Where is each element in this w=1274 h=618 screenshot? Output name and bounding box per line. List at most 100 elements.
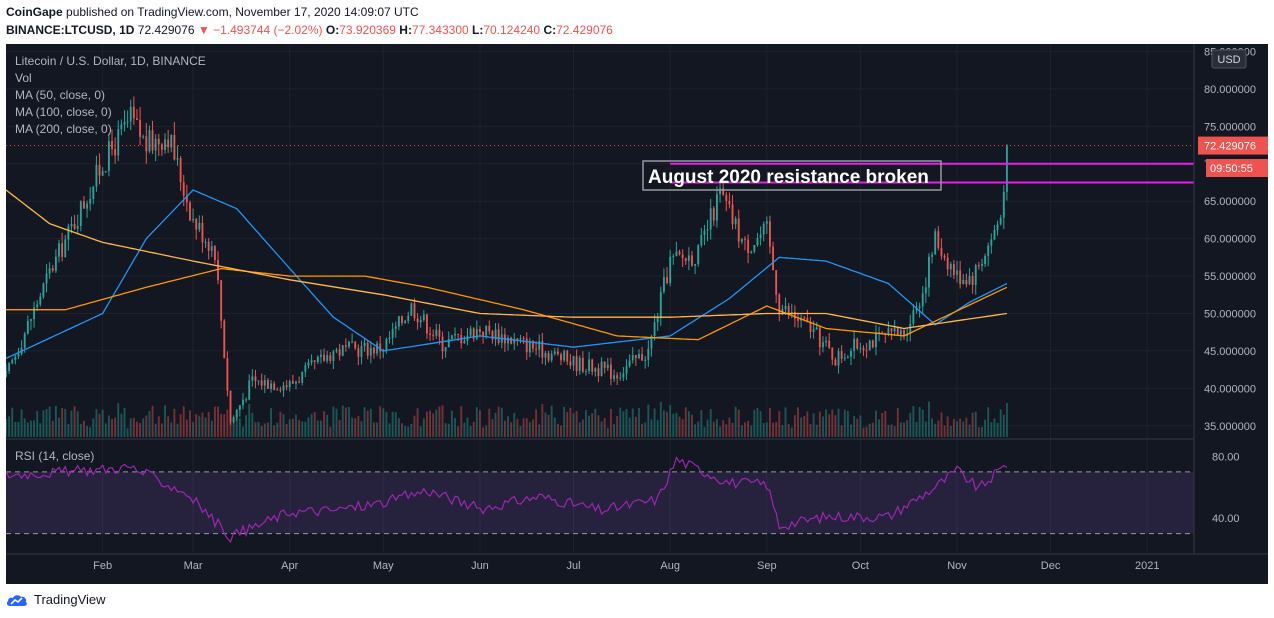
publisher-name[interactable]: CoinGape (6, 5, 63, 19)
tradingview-logo[interactable]: TradingView (6, 592, 106, 607)
candle-body (485, 325, 488, 336)
candle-body (946, 257, 949, 270)
candle-body (815, 327, 818, 330)
volume-bar (154, 423, 157, 437)
volume-bar (198, 415, 201, 437)
volume-bar (759, 411, 762, 437)
volume-bar (245, 415, 248, 437)
candle-body (928, 256, 930, 288)
candle-body (285, 385, 288, 388)
candle-body (818, 327, 821, 348)
volume-bar (937, 420, 940, 437)
candle-body (825, 340, 827, 343)
candle-body (871, 340, 874, 348)
volume-bar (653, 408, 656, 437)
candle-body (638, 354, 640, 359)
volume-bar (422, 418, 425, 437)
candle-body (288, 381, 291, 388)
volume-bar (631, 408, 634, 437)
candle-body (1005, 145, 1008, 192)
volume-bar (307, 417, 310, 437)
candle-body (507, 337, 509, 344)
volume-bar (447, 423, 450, 437)
candle-body (772, 246, 774, 271)
volume-bar (288, 419, 291, 437)
candle-body (625, 366, 628, 374)
candle-body (58, 243, 60, 257)
candle-body (784, 306, 787, 310)
volume-bar (454, 418, 456, 437)
candle-body (201, 222, 204, 243)
candle-body (295, 381, 297, 384)
volume-bar (949, 426, 952, 437)
candle-body (684, 258, 687, 261)
candle-body (850, 351, 852, 357)
candle-body (229, 390, 232, 423)
volume-bar (541, 404, 544, 437)
volume-bar (594, 408, 597, 437)
candle-body (887, 328, 890, 336)
candle-body (765, 221, 768, 224)
candle-body (341, 345, 344, 356)
candle-body (984, 255, 987, 264)
candle-body (687, 255, 690, 261)
volume-bar (111, 419, 113, 437)
volume-bar (279, 411, 282, 437)
candle-body (899, 330, 902, 335)
candle-body (223, 320, 226, 359)
candle-body (641, 354, 644, 361)
candle-body (323, 354, 325, 361)
candle-body (463, 340, 466, 344)
rsi-line (6, 456, 1008, 544)
volume-bar (943, 425, 946, 437)
candle-body (812, 329, 815, 332)
volume-bar (856, 418, 859, 437)
candle-body (469, 328, 472, 336)
ohlc-line: BINANCE:LTCUSD, 1D 72.429076 ▼ −1.493744… (6, 23, 613, 37)
volume-bar (70, 410, 73, 437)
volume-bar (700, 410, 703, 437)
candle-body (104, 171, 107, 173)
volume-bar (834, 415, 837, 437)
volume-bar (360, 421, 363, 437)
volume-bar (173, 408, 176, 437)
volume-bar (591, 413, 594, 437)
candle-body (616, 375, 619, 379)
volume-bar (132, 417, 135, 437)
volume-bar (709, 409, 712, 437)
currency-badge-bg[interactable] (1211, 49, 1247, 69)
candle-body (672, 256, 675, 258)
volume-bar (20, 409, 23, 437)
candle-body (934, 231, 937, 255)
candle-body (67, 226, 70, 240)
candle-body (859, 347, 862, 349)
volume-bar (407, 426, 410, 437)
volume-bar (965, 417, 968, 437)
chart-area[interactable]: 35.000000 40.000000 45.000000 50.000000 55.0… (6, 44, 1268, 584)
candle-body (316, 356, 319, 362)
candle-body (282, 385, 285, 391)
candle-body (999, 217, 1002, 225)
volume-bar (54, 406, 57, 437)
volume-bar (510, 422, 513, 437)
candle-body (189, 202, 191, 221)
volume-bar (167, 416, 170, 437)
volume-bar (641, 423, 644, 437)
volume-bar (444, 423, 447, 437)
volume-bar (750, 425, 753, 437)
volume-bar (148, 411, 151, 437)
volume-bar (397, 418, 400, 437)
volume-bar (61, 407, 64, 437)
candle-body (313, 360, 316, 362)
volume-bar (266, 422, 269, 437)
volume-bar (928, 401, 930, 437)
volume-bar (613, 424, 615, 437)
candle-body (977, 265, 980, 267)
candle-body (544, 352, 547, 358)
price-chart-svg[interactable]: 35.000000 40.000000 45.000000 50.000000 55.0… (6, 44, 1268, 584)
currency-badge[interactable]: USD (1217, 54, 1240, 66)
volume-bar (42, 410, 45, 437)
candle-body (447, 338, 450, 348)
volume-bar (507, 416, 509, 437)
price-badge-bg (1198, 136, 1268, 155)
